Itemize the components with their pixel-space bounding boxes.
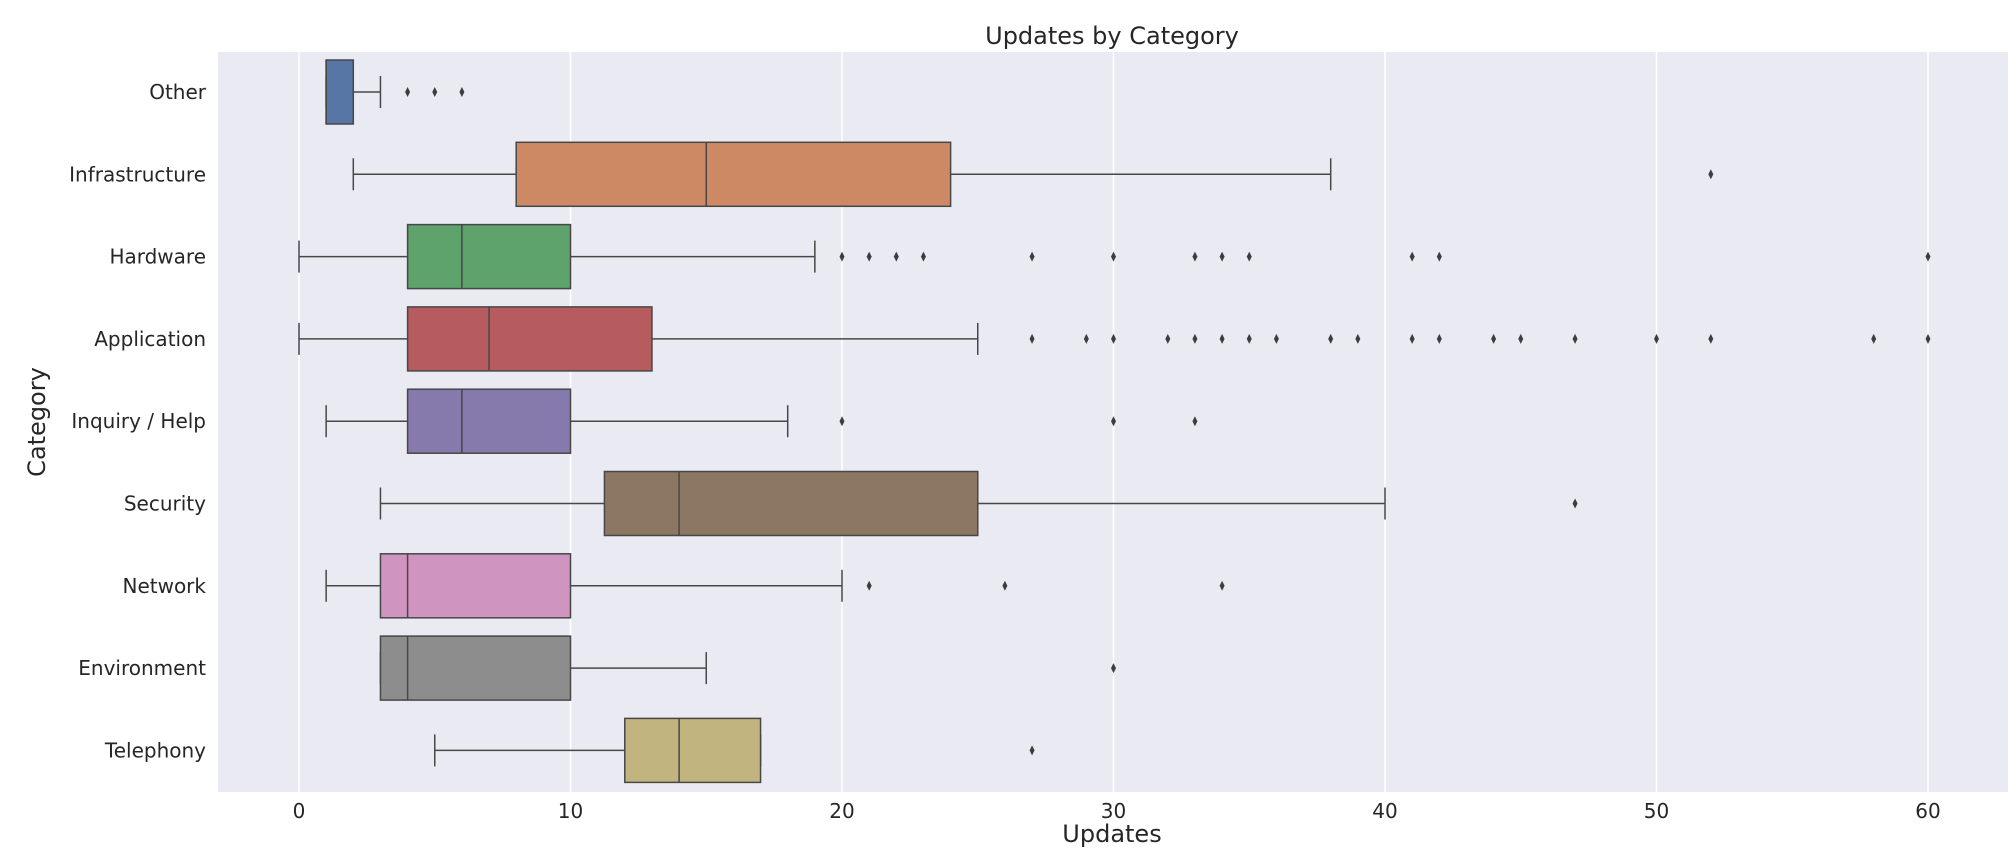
outlier-point: [893, 251, 899, 262]
box-inquiry-help: [325, 388, 1198, 454]
outlier-point: [1572, 333, 1578, 344]
outlier-point: [1111, 333, 1116, 344]
outlier-point: [1192, 416, 1198, 427]
box-security: [379, 470, 1578, 537]
y-tick-label: Infrastructure: [69, 162, 206, 186]
y-tick-label: Security: [124, 492, 206, 516]
box-hardware: [298, 223, 1931, 290]
outlier-point: [1219, 333, 1225, 344]
box-iqr: [406, 306, 653, 372]
box-network: [325, 553, 1225, 619]
y-axis-label: Category: [23, 367, 51, 477]
x-tick-label: 40: [1372, 799, 1397, 823]
box-iqr: [406, 223, 572, 290]
outlier-point: [1219, 251, 1225, 262]
outlier-point: [1409, 333, 1415, 344]
outlier-point: [839, 251, 845, 262]
box-infrastructure: [352, 141, 1714, 208]
y-tick-label: Network: [122, 574, 206, 598]
outlier-point: [1165, 333, 1171, 344]
box-iqr: [379, 553, 572, 619]
outlier-point: [1111, 251, 1116, 262]
boxes: [298, 59, 1931, 784]
box-iqr: [379, 635, 572, 701]
outlier-point: [459, 87, 465, 97]
y-tick-label: Telephony: [104, 738, 206, 762]
box-other: [325, 59, 465, 125]
x-tick-label: 10: [558, 799, 583, 823]
outlier-point: [1925, 333, 1931, 344]
x-axis-label: Updates: [1062, 820, 1161, 848]
x-tick-label: 0: [293, 799, 306, 823]
outlier-point: [1436, 333, 1442, 344]
outlier-point: [1192, 251, 1198, 262]
outlier-point: [1246, 251, 1252, 262]
y-tick-label: Application: [94, 327, 206, 351]
box-application: [298, 306, 1931, 372]
outlier-point: [839, 416, 845, 427]
outlier-point: [1111, 416, 1116, 427]
x-tick-label: 30: [1101, 799, 1126, 823]
outlier-point: [1925, 251, 1931, 262]
outlier-point: [1083, 333, 1089, 344]
outlier-point: [1273, 333, 1279, 344]
x-tick-label: 60: [1915, 799, 1940, 823]
outlier-point: [1871, 333, 1877, 344]
box-iqr: [624, 717, 762, 784]
outlier-point: [1029, 333, 1035, 344]
chart-title: Updates by Category: [985, 22, 1239, 50]
outlier-point: [1518, 333, 1524, 344]
outlier-point: [1029, 745, 1035, 756]
box-telephony: [434, 717, 1035, 784]
outlier-point: [866, 580, 872, 591]
outlier-point: [1246, 333, 1252, 344]
y-tick-label: Environment: [78, 656, 206, 680]
outlier-point: [1708, 169, 1714, 180]
y-tick-label: Hardware: [109, 245, 206, 269]
outlier-point: [1409, 251, 1415, 262]
y-tick-label: Inquiry / Help: [71, 409, 206, 433]
outlier-point: [1654, 333, 1659, 344]
outlier-point: [432, 87, 438, 97]
outlier-point: [1219, 580, 1225, 591]
outlier-point: [920, 251, 926, 262]
outlier-point: [1029, 251, 1035, 262]
y-tick-label: Other: [149, 80, 207, 104]
x-tick-labels: 0 10 20 30 40 50 60: [293, 799, 1941, 823]
x-tick-label: 50: [1644, 799, 1669, 823]
box-iqr: [515, 141, 952, 208]
outlier-point: [1328, 333, 1334, 344]
outlier-point: [1572, 498, 1578, 509]
outlier-point: [1491, 333, 1497, 344]
outlier-point: [1708, 333, 1714, 344]
outlier-point: [1436, 251, 1442, 262]
outlier-point: [1355, 333, 1361, 344]
outlier-point: [405, 87, 411, 97]
box-environment: [379, 635, 1116, 701]
x-tick-label: 20: [829, 799, 854, 823]
box-iqr: [325, 59, 355, 125]
box-iqr: [406, 388, 572, 454]
outlier-point: [1002, 580, 1008, 591]
outlier-point: [1111, 663, 1116, 674]
box-iqr: [603, 470, 979, 537]
y-tick-labels: Other Infrastructure Hardware Application In…: [69, 80, 207, 762]
outlier-point: [866, 251, 872, 262]
outlier-point: [1192, 333, 1198, 344]
